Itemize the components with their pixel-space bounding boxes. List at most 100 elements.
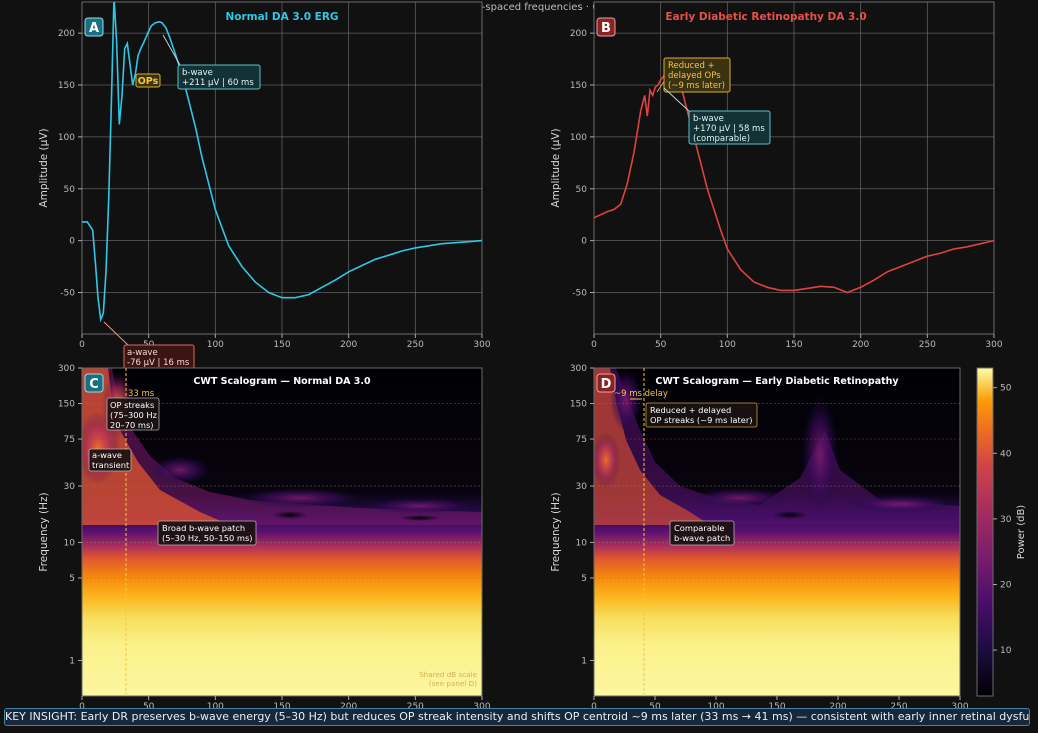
panel-b-ticks: 0 50 100 150 200 250 300 -50 0 50 100 150 200 [570, 29, 1003, 350]
panel-c-ops-l3: 20–70 ms) [110, 420, 154, 430]
panel-c-grid [82, 403, 482, 579]
panel-d-title: CWT Scalogram — Early Diabetic Retinopat… [655, 376, 899, 387]
panel-c-awave-l1: a-wave [92, 450, 122, 460]
panel-c-letter-box [84, 373, 104, 393]
x-tick-label: 300 [985, 340, 1002, 350]
y-tick-label: 200 [58, 29, 75, 39]
x-tick-label: 200 [340, 340, 357, 350]
panel-a-erg-trace [82, 2, 482, 323]
panel-d-streak-2 [690, 488, 790, 508]
panel-a-ops-label: OPs [138, 76, 159, 87]
x-tick-label: 150 [785, 340, 802, 350]
panel-d-ops-l1: Reduced + delayed [650, 405, 731, 415]
y-tick-label: 30 [576, 482, 588, 492]
panel-c-awave-l2: transient [92, 460, 130, 470]
x-tick-label: 50 [655, 340, 667, 350]
x-tick-label: 300 [473, 702, 490, 712]
x-tick-label: 300 [473, 340, 490, 350]
panel-c-dark-notch [272, 511, 308, 519]
panel-d-delay-label: ~9 ms delay [614, 389, 668, 399]
x-tick-label: 0 [591, 702, 597, 712]
panel-c-streak-3 [365, 498, 475, 514]
x-tick-label: 300 [951, 702, 968, 712]
panel-c-dark-notch-2 [400, 515, 440, 521]
y-tick-label: 150 [58, 400, 75, 410]
x-tick-label: 200 [852, 340, 869, 350]
colorbar-tick-label: 50 [1000, 384, 1012, 394]
x-tick-label: 100 [707, 702, 724, 712]
panel-b-ops-box [663, 57, 731, 93]
colorbar-tick-label: 10 [1000, 646, 1012, 656]
colorbar [976, 367, 994, 697]
colorbar-tick-label: 20 [1000, 580, 1012, 590]
panel-d-streak-3 [845, 495, 955, 513]
x-tick-label: 100 [207, 702, 224, 712]
y-tick-label: 75 [576, 435, 587, 445]
panel-c-ms33-label: 33 ms [128, 389, 155, 399]
x-tick-label: 0 [79, 340, 85, 350]
y-tick-label: 1 [581, 656, 587, 666]
panel-c-ops-l2: (75–300 Hz [110, 410, 157, 420]
panel-a-ylabel: Amplitude (μV) [38, 128, 50, 207]
panel-c-ops-l1: OP streaks [110, 400, 154, 410]
panel-a-awave-l1: a-wave [127, 348, 158, 358]
y-tick-label: 100 [570, 133, 587, 143]
y-tick-label: 5 [69, 574, 75, 584]
panel-b-bwave-box [688, 110, 771, 145]
panel-d-bwave-l2: b-wave patch [674, 533, 730, 543]
panel-c-shared-l2: (see panel D) [429, 679, 477, 688]
y-tick-label: 150 [570, 400, 587, 410]
panel-a-letter-box [84, 17, 104, 37]
panel-b-erg-trace [594, 63, 994, 294]
y-tick-label: 50 [576, 185, 588, 195]
panel-c-letter: C [89, 377, 99, 392]
x-tick-label: 0 [79, 702, 85, 712]
x-tick-label: 50 [143, 702, 155, 712]
panel-a-title: Normal DA 3.0 ERG [225, 11, 338, 23]
y-tick-label: 1 [69, 656, 75, 666]
x-tick-label: 200 [340, 702, 357, 712]
panel-a-letter: A [89, 21, 99, 36]
y-tick-label: -50 [60, 289, 75, 299]
panel-c-ticks: 0 50 100 150 200 250 300 1 5 10 30 75 150 300 [58, 364, 491, 712]
panel-c-bwave-l2: (5–30 Hz, 50–150 ms) [162, 533, 253, 543]
panel-a-ops-box [135, 73, 161, 88]
panel-a-bwave-box [177, 64, 261, 90]
panel-b-ylabel: Amplitude (μV) [550, 128, 562, 207]
y-tick-label: 30 [64, 482, 76, 492]
colorbar-tick-label: 30 [1000, 515, 1012, 525]
panel-c-streak-2 [240, 488, 360, 508]
panel-d-bwave-box [669, 520, 735, 546]
panel-c-bwave-box [157, 520, 257, 546]
panel-a-awave-l2: -76 μV | 16 ms [127, 358, 190, 368]
panel-c-streak-1 [150, 456, 210, 484]
panel-c: 0 50 100 150 200 250 300 1 5 10 30 75 150 300 Frequen… [38, 364, 491, 712]
panel-d-letter-box [596, 373, 616, 393]
panel-b-bwave-l3: (comparable) [693, 134, 750, 144]
panel-b-ops-l3: (~9 ms later) [668, 81, 725, 91]
x-tick-label: 50 [649, 702, 661, 712]
x-tick-label: 250 [890, 702, 907, 712]
panel-d-ticks: 0 50 100 150 200 250 300 1 5 10 30 75 150 300 [570, 364, 969, 712]
x-tick-label: 250 [407, 702, 424, 712]
panel-c-ops-box [106, 397, 160, 431]
panel-b-ops-l2: delayed OPs [668, 71, 721, 81]
panel-b-ops-l1: Reduced + [668, 61, 715, 71]
panel-b-letter: B [601, 21, 611, 36]
panel-a-bwave-l2: +211 μV | 60 ms [182, 78, 254, 88]
panel-a-bwave-arrow [162, 34, 181, 66]
y-tick-label: 50 [64, 185, 76, 195]
x-tick-label: 250 [919, 340, 936, 350]
x-tick-label: 150 [768, 702, 785, 712]
panel-b-bwave-l2: +170 μV | 58 ms [693, 124, 765, 134]
y-tick-label: 10 [576, 538, 588, 548]
panel-b-bwave-arrow [663, 87, 691, 113]
colorbar-tick-label: 40 [1000, 449, 1012, 459]
panel-d-letter: D [601, 377, 612, 392]
panel-d-op-blob [610, 368, 642, 432]
panel-d-awave-blob [594, 432, 620, 488]
panel-d-ops-l2: OP streaks (~9 ms later) [650, 415, 752, 425]
panel-d-ylabel: Frequency (Hz) [550, 492, 562, 571]
